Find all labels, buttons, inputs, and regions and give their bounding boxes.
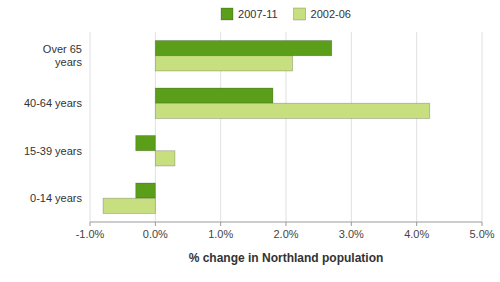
tick-mark	[482, 222, 483, 226]
legend-item: 2007-11	[221, 8, 278, 20]
tick-mark	[220, 222, 221, 226]
tick-mark	[286, 222, 287, 226]
bars	[103, 41, 430, 214]
tick-label: 3.0%	[339, 228, 364, 240]
grid-line	[416, 32, 417, 222]
chart: -1.0% 0.0% 1.0% 2.0% 3.0% 4.0% 5.0% 0-14 years 1…	[0, 0, 500, 282]
grid-line	[351, 32, 352, 222]
tick-mark	[155, 222, 156, 226]
bar	[136, 136, 156, 151]
bar	[103, 198, 155, 213]
x-axis-label: % change in Northland population	[189, 251, 384, 265]
bar	[155, 151, 175, 166]
category-label: 40-64 years	[24, 97, 83, 109]
tick-label: 1.0%	[208, 228, 233, 240]
tick-label: -1.0%	[76, 228, 105, 240]
legend-item: 2002-06	[294, 8, 351, 20]
category-label: 15-39 years	[24, 145, 83, 157]
bar	[155, 56, 292, 71]
tick-label: 0.0%	[143, 228, 168, 240]
x-axis-line	[90, 222, 482, 223]
legend: 2007-11 2002-06	[221, 8, 351, 20]
chart-container: -1.0% 0.0% 1.0% 2.0% 3.0% 4.0% 5.0% 0-14 years 1…	[0, 0, 500, 282]
legend-swatch	[221, 8, 233, 20]
legend-label: 2007-11	[238, 8, 278, 20]
grid-line	[90, 32, 91, 222]
legend-label: 2002-06	[311, 8, 351, 20]
bar	[155, 88, 273, 103]
tick-label: 4.0%	[404, 228, 429, 240]
y-ticks: 0-14 years 15-39 years 40-64 years Over 65y…	[24, 43, 83, 204]
tick-label: 2.0%	[273, 228, 298, 240]
bar	[155, 103, 429, 118]
grid-line	[482, 32, 483, 222]
series	[103, 56, 430, 214]
tick-label: 5.0%	[469, 228, 494, 240]
bar	[136, 183, 156, 198]
series	[136, 41, 332, 199]
grid	[90, 32, 482, 222]
category-label: Over 65years	[43, 43, 83, 68]
tick-mark	[351, 222, 352, 226]
x-ticks: -1.0% 0.0% 1.0% 2.0% 3.0% 4.0% 5.0%	[76, 222, 495, 240]
bar	[155, 41, 331, 56]
legend-swatch	[294, 8, 306, 20]
tick-mark	[416, 222, 417, 226]
tick-mark	[90, 222, 91, 226]
category-label: 0-14 years	[30, 192, 82, 204]
